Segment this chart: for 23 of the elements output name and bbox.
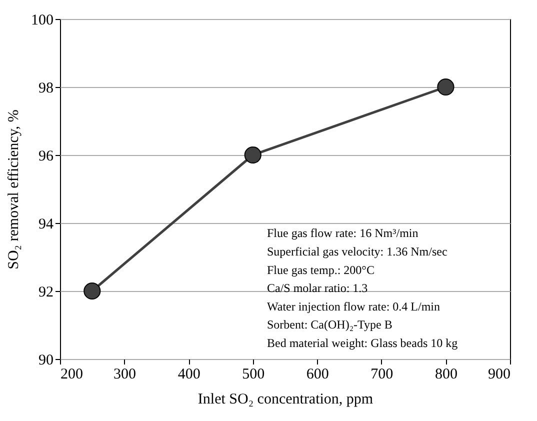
y-axis-title: SO₂ removal efficiency, % (6, 110, 22, 270)
y-tick-label: 96 (38, 148, 54, 164)
y-tick-label: 90 (38, 352, 54, 368)
x-axis-title: Inlet SO₂ concentration, ppm (198, 392, 374, 408)
y-tick-label: 92 (38, 284, 54, 300)
y-tick-label: 98 (38, 80, 54, 96)
x-tick-label: 400 (178, 366, 200, 382)
annotation: Bed material weight: Glass beads 10 kg (267, 336, 458, 350)
x-tick-label: 500 (242, 366, 265, 382)
annotation: Flue gas temp.: 200°C (267, 262, 374, 277)
annotation: Water injection flow rate: 0.4 L/min (267, 299, 440, 314)
x-tick-label: 200 (60, 366, 83, 382)
annotation: Flue gas flow rate: 16 Nm³/min (267, 226, 418, 240)
annotation: Sorbent: Ca(OH)₂-Type B (267, 318, 392, 332)
x-tick-label: 700 (370, 366, 394, 382)
x-tick-label: 800 (434, 366, 458, 382)
x-tick-label: 900 (488, 366, 510, 382)
y-tick-label: 94 (38, 216, 54, 232)
y-tick-label: 100 (31, 12, 54, 28)
annotation: Ca/S molar ratio: 1.3 (267, 281, 368, 296)
x-tick-label: 600 (306, 366, 329, 382)
x-tick-label: 300 (114, 366, 136, 382)
annotation: Superficial gas velocity: 1.36 Nm/sec (267, 244, 448, 258)
